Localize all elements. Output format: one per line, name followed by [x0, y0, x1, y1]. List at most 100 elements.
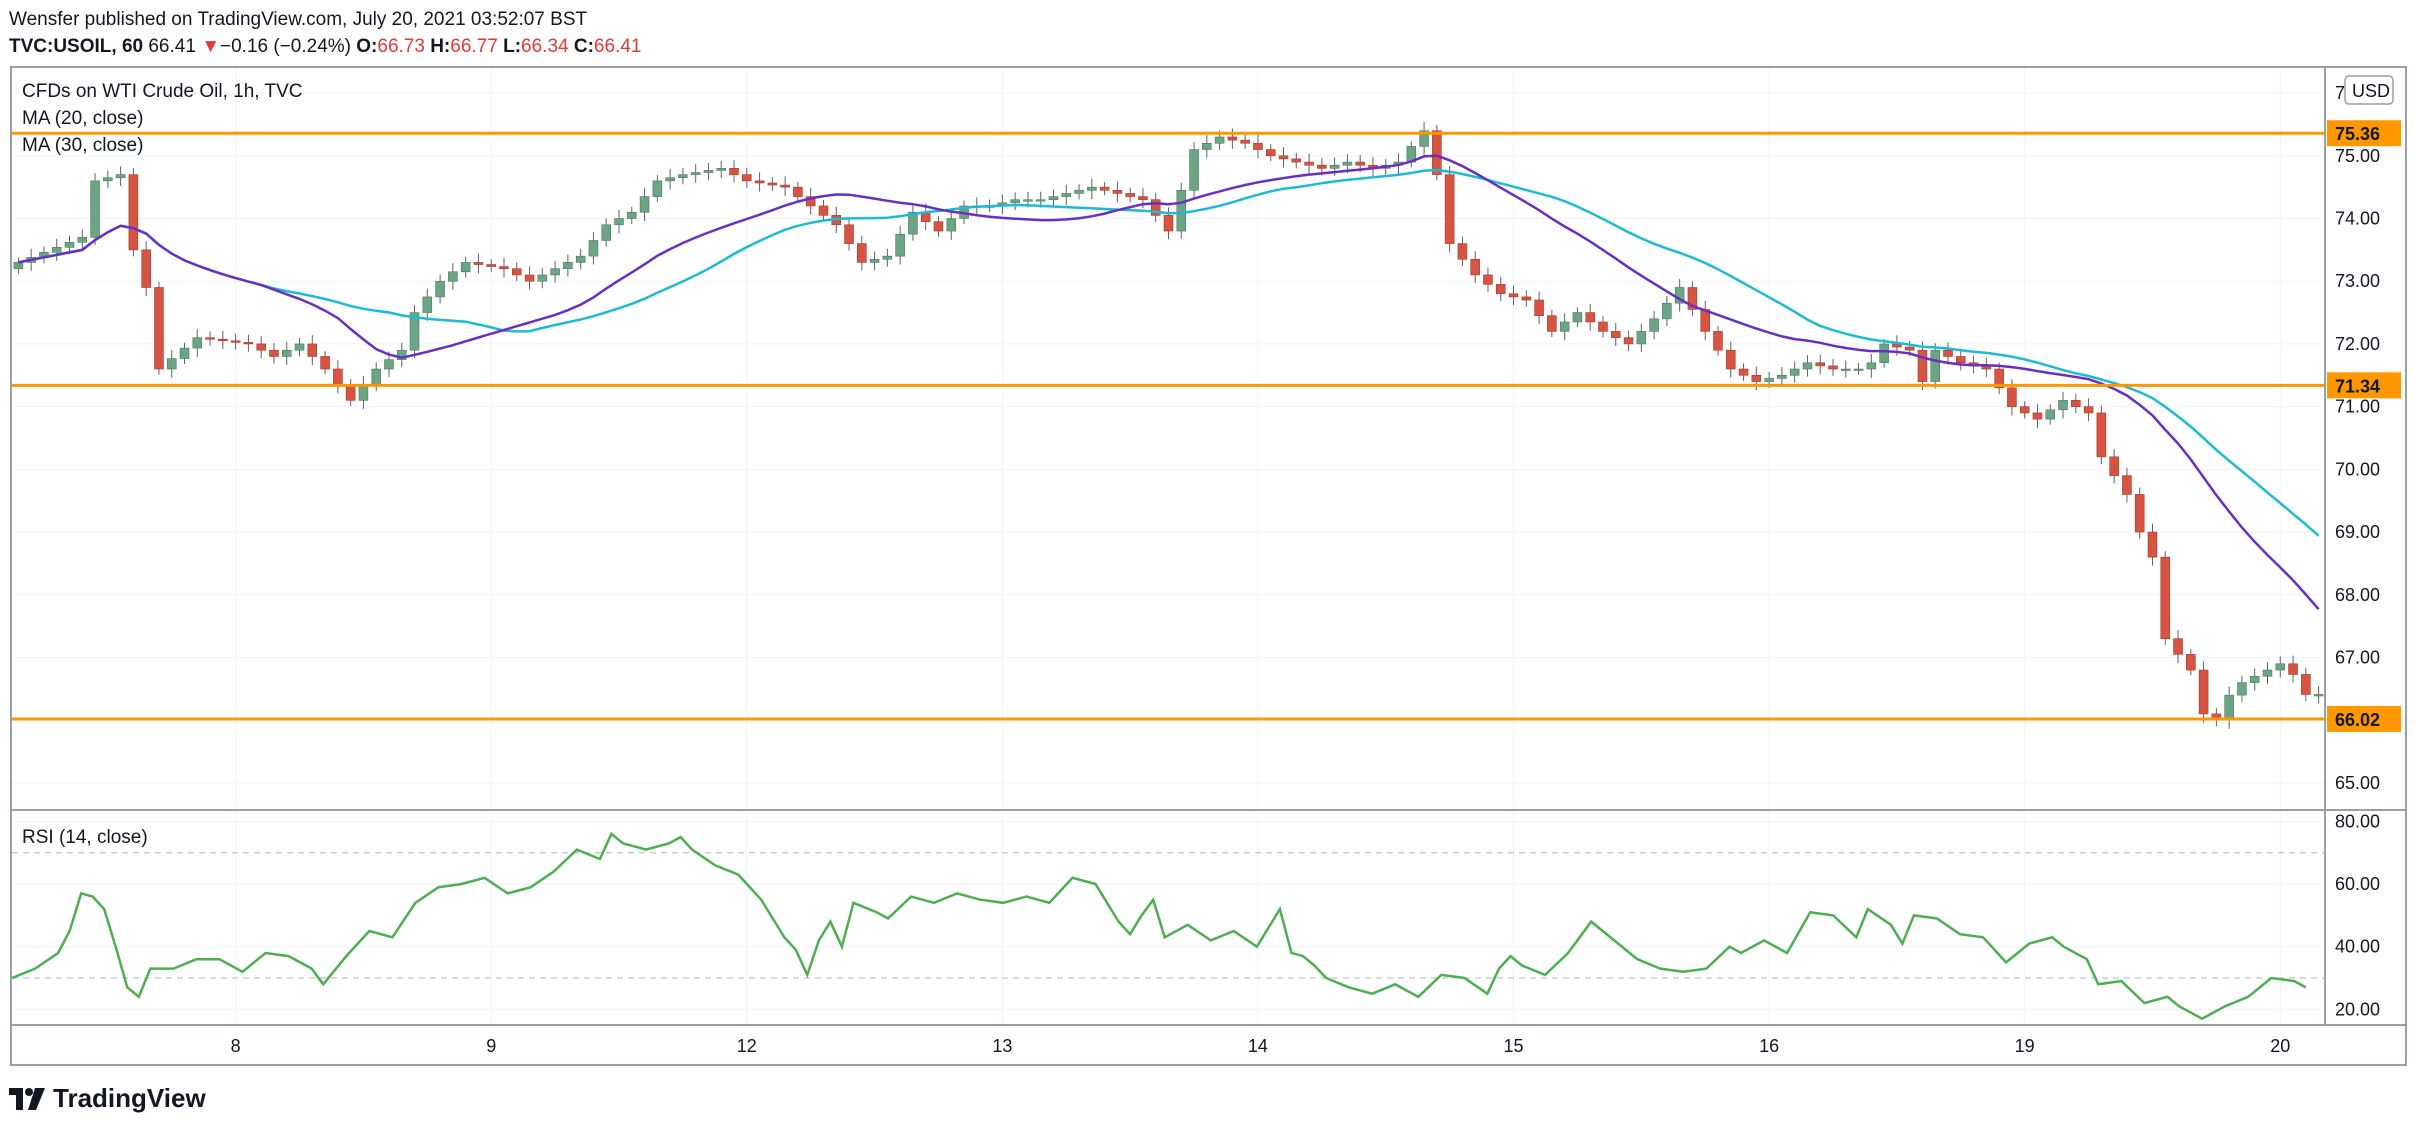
candle-body: [1662, 302, 1672, 320]
candle-body: [2224, 694, 2234, 721]
time-tick-label: 13: [992, 1036, 1012, 1056]
currency-label: USD: [2352, 81, 2390, 101]
price-tick-label: 65.00: [2335, 773, 2380, 793]
candle-body: [256, 343, 266, 351]
candle-body: [2071, 400, 2081, 407]
candle-body: [2198, 669, 2209, 715]
candle-body: [2058, 400, 2068, 411]
candle-body: [614, 218, 624, 226]
candle-body: [460, 262, 471, 273]
price-level-marker: [2327, 705, 2401, 732]
time-tick-label: 9: [486, 1036, 496, 1056]
currency-badge[interactable]: [2344, 75, 2394, 105]
time-tick-label: 15: [1504, 1036, 1524, 1056]
chart-frame[interactable]: [10, 66, 2407, 1066]
candle-body: [2313, 694, 2324, 697]
high-value: 66.77: [450, 36, 498, 57]
candle-body: [1930, 349, 1941, 382]
candle-body: [1291, 158, 1302, 163]
candle-body: [1738, 368, 1749, 376]
candle-body: [1521, 296, 1532, 301]
price-level-label: 66.02: [2335, 710, 2380, 730]
publisher-line: Wensfer published on TradingView.com, Ju…: [9, 9, 588, 30]
candle-body: [1329, 164, 1340, 169]
candle-body: [51, 247, 62, 253]
candle-body: [601, 224, 611, 241]
candle-body: [2237, 682, 2247, 696]
legend-ma20: MA (20, close): [22, 108, 144, 129]
price-tick-label: 69.00: [2335, 522, 2380, 542]
candle-body: [1904, 346, 1915, 351]
candle-body: [818, 205, 829, 216]
legend-rsi: RSI (14, close): [22, 827, 148, 848]
candle-body: [1125, 193, 1135, 197]
candle-body: [448, 271, 458, 282]
candle-body: [895, 233, 905, 257]
candle-body: [1112, 189, 1123, 194]
candle-body: [371, 368, 381, 385]
candle-body: [678, 174, 688, 179]
candle-body: [1419, 130, 1429, 147]
candle-body: [1649, 318, 1659, 332]
candle-body: [908, 211, 918, 235]
candle-body: [2122, 475, 2132, 495]
candle-body: [511, 268, 522, 276]
candle-body: [2045, 409, 2056, 420]
candle-body: [103, 177, 113, 182]
open-label: O:: [356, 36, 378, 57]
legend-ma30: MA (30, close): [22, 135, 144, 156]
high-label: H:: [430, 36, 451, 57]
candle-body: [1099, 186, 1110, 191]
candle-body: [1432, 130, 1442, 175]
candle-body: [205, 337, 215, 340]
candle-body: [2007, 387, 2017, 407]
candle-body: [2109, 456, 2119, 476]
candle-body: [805, 196, 816, 207]
candle-body: [1227, 136, 1238, 141]
candle-body: [269, 349, 279, 357]
candle-body: [1598, 321, 1608, 332]
candle-body: [2134, 494, 2145, 533]
candle-body: [1789, 368, 1800, 376]
brand-name: TradingView: [53, 1083, 206, 1113]
price-level-marker: [2327, 120, 2401, 147]
candle-body: [1023, 199, 1033, 202]
candle-body: [2147, 531, 2158, 558]
candle-body: [2249, 676, 2260, 683]
candle-body: [627, 211, 637, 219]
candle-body: [869, 258, 880, 263]
candle-body: [2262, 669, 2273, 677]
low-value: 66.34: [521, 36, 569, 57]
time-tick-label: 20: [2270, 1036, 2290, 1056]
price-tick-label: 72.00: [2335, 334, 2380, 354]
candle-body: [396, 349, 407, 360]
candle-body: [473, 262, 484, 265]
price-level-marker: [2327, 372, 2401, 399]
candle-body: [1048, 196, 1059, 200]
rsi-tick-label: 60.00: [2335, 874, 2380, 894]
candle-body: [422, 296, 433, 313]
candle-body: [716, 168, 727, 171]
candle-body: [166, 358, 177, 370]
candle-body: [154, 287, 164, 370]
candle-body: [1087, 186, 1097, 191]
candle-body: [1534, 299, 1544, 317]
candle-body: [1585, 312, 1595, 323]
price-tick-label: 70.00: [2335, 459, 2380, 479]
candle-body: [294, 343, 305, 351]
low-label: L:: [503, 36, 522, 57]
candle-body: [13, 262, 24, 269]
candle-body: [639, 196, 650, 213]
candle-body: [588, 240, 599, 257]
candle-body: [729, 168, 739, 175]
candle-body: [1802, 362, 1813, 370]
candle-body: [1074, 189, 1084, 194]
candle-body: [90, 180, 100, 238]
candle-body: [2083, 406, 2094, 414]
candle-body: [77, 237, 88, 243]
rsi-tick-label: 20.00: [2335, 999, 2380, 1019]
candle-body: [2288, 663, 2298, 675]
candle-body: [1304, 161, 1314, 166]
candle-body: [345, 384, 356, 401]
